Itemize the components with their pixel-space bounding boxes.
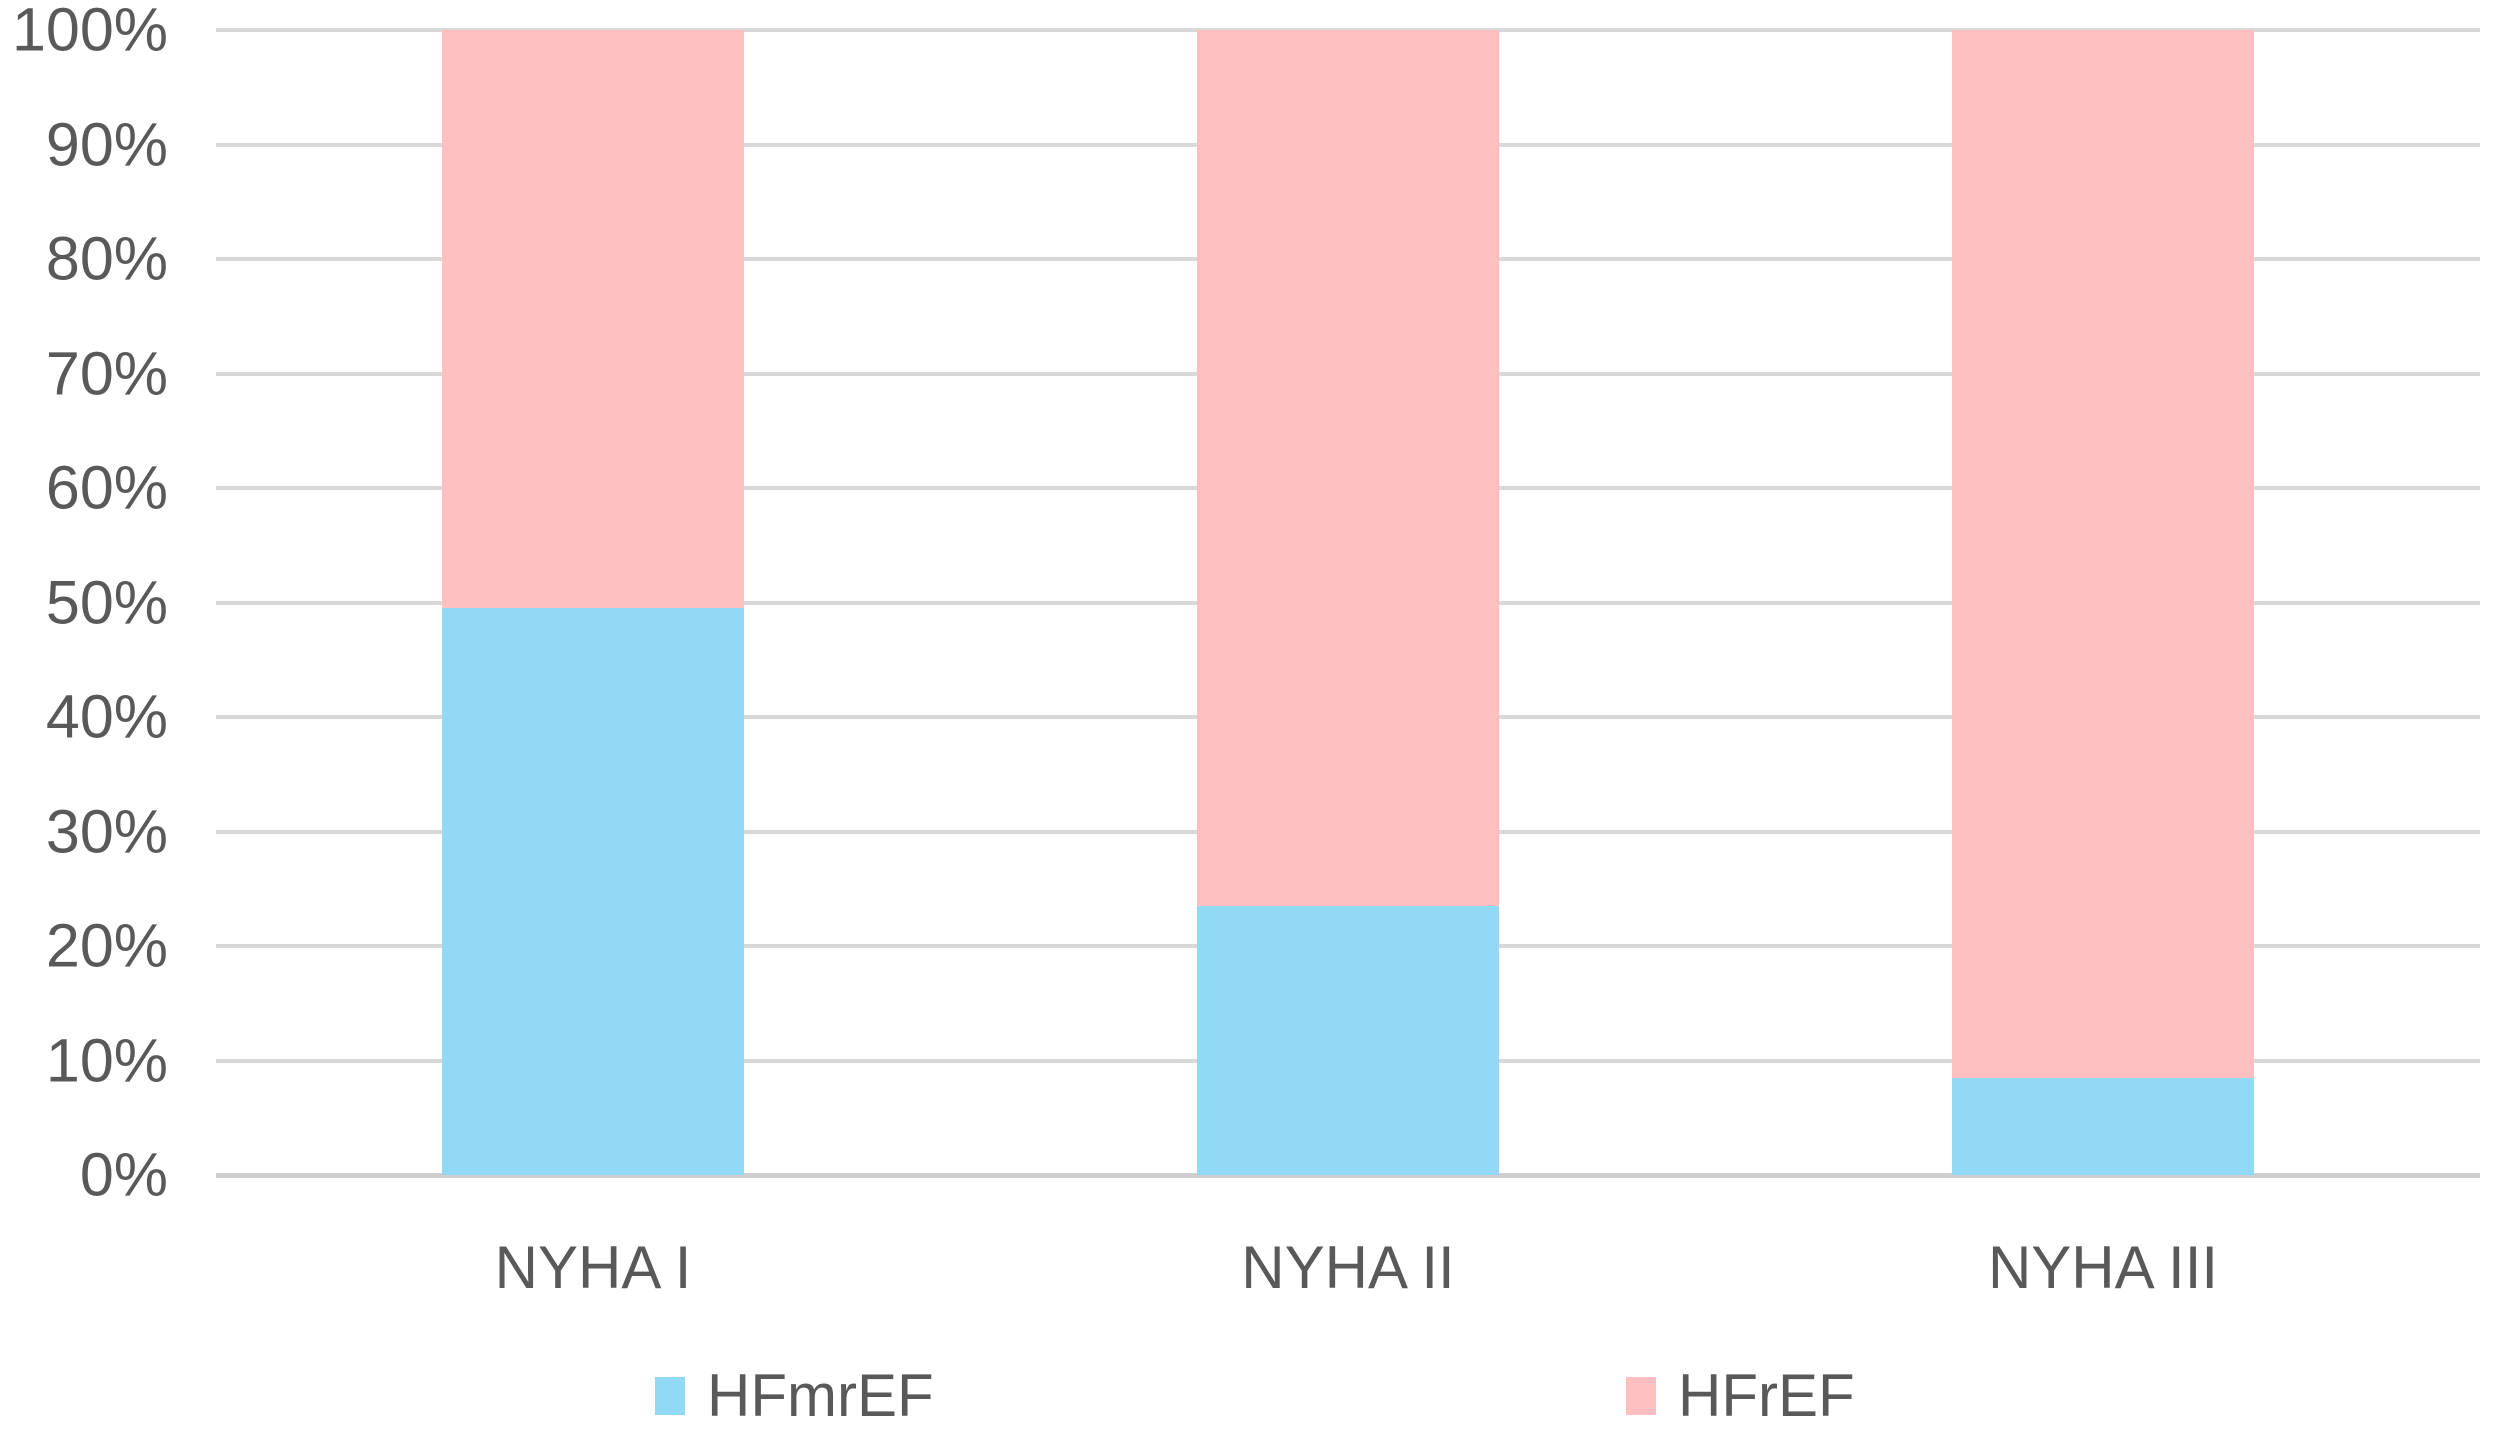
y-tick-label-70%: 70% bbox=[45, 339, 168, 408]
gridline-0% bbox=[216, 1173, 2480, 1178]
x-label-nyha-iii: NYHA III bbox=[1987, 1234, 2219, 1301]
bar-segment-hfmref-nyha-iii bbox=[1952, 1077, 2254, 1175]
gridline-100% bbox=[216, 28, 2480, 32]
y-tick-label-80%: 80% bbox=[45, 224, 168, 293]
bar-segment-hfmref-nyha-i bbox=[442, 608, 744, 1175]
bar-nyha-ii bbox=[1197, 30, 1499, 1175]
legend-item-hfmref: HFmrEF bbox=[655, 1366, 934, 1426]
legend-swatch-hfmref-icon bbox=[655, 1377, 685, 1415]
bar-segment-hfref-nyha-iii bbox=[1952, 30, 2254, 1078]
y-tick-label-30%: 30% bbox=[45, 797, 168, 866]
y-tick-label-40%: 40% bbox=[45, 682, 168, 751]
legend-swatch-hfref-icon bbox=[1626, 1377, 1656, 1415]
y-tick-label-100%: 100% bbox=[11, 0, 168, 64]
y-tick-label-60%: 60% bbox=[45, 453, 168, 522]
bar-segment-hfref-nyha-i bbox=[442, 30, 744, 609]
legend-label-hfref: HFrEF bbox=[1678, 1362, 1855, 1429]
plot-area bbox=[216, 28, 2480, 1178]
y-tick-label-10%: 10% bbox=[45, 1026, 168, 1095]
x-label-nyha-ii: NYHA II bbox=[1241, 1234, 1455, 1301]
legend-label-hfmref: HFmrEF bbox=[707, 1362, 934, 1429]
bar-nyha-iii bbox=[1952, 30, 2254, 1175]
bar-segment-hfref-nyha-ii bbox=[1197, 30, 1499, 906]
y-tick-label-90%: 90% bbox=[45, 110, 168, 179]
bar-nyha-i bbox=[442, 30, 744, 1175]
x-label-nyha-i: NYHA I bbox=[494, 1234, 692, 1301]
bar-segment-hfmref-nyha-ii bbox=[1197, 905, 1499, 1175]
y-tick-label-0%: 0% bbox=[79, 1140, 168, 1209]
legend-item-hfref: HFrEF bbox=[1626, 1366, 1855, 1426]
y-tick-label-20%: 20% bbox=[45, 911, 168, 980]
y-tick-label-50%: 50% bbox=[45, 568, 168, 637]
